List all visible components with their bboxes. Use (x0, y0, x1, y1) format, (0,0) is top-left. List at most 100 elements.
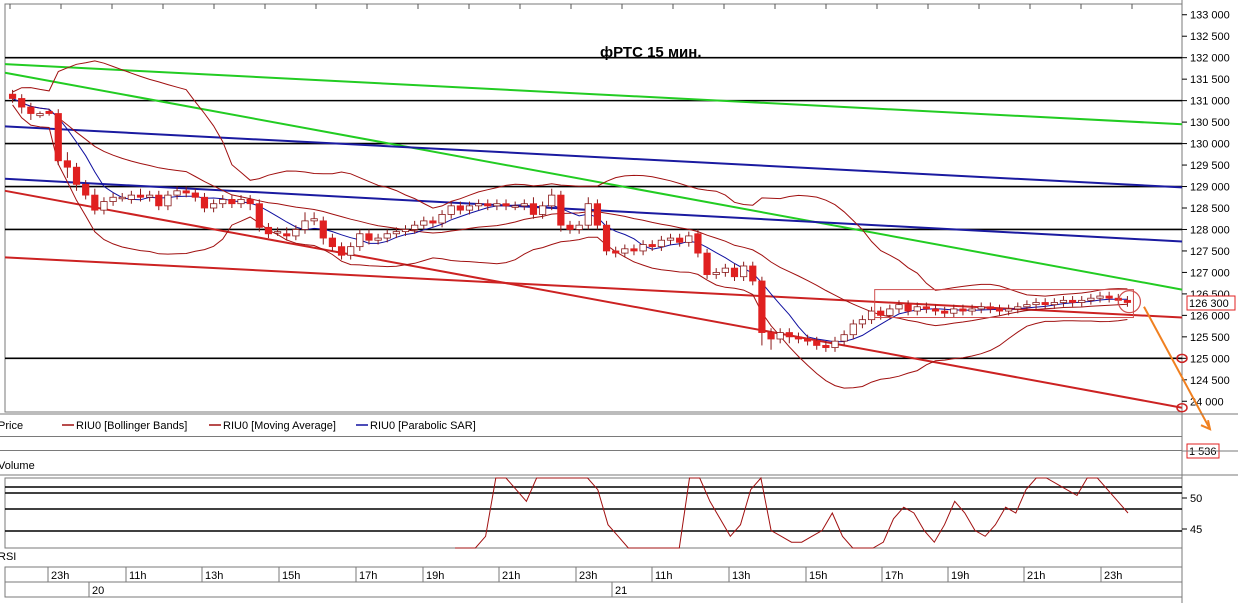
y-tick-label: 128 000 (1190, 224, 1230, 236)
consolidation-box (874, 289, 1134, 319)
legend-label: RIU0 [Moving Average] (223, 420, 336, 432)
candle-body (1069, 299, 1077, 303)
candle-body (63, 160, 71, 168)
candles (8, 89, 1132, 352)
candle-body (712, 272, 720, 275)
trendline (4, 256, 1183, 319)
candle-body (191, 192, 199, 198)
candle-body (54, 113, 62, 162)
y-tick-label: 129 500 (1190, 160, 1230, 172)
y-tick-label: 131 500 (1190, 74, 1230, 86)
y-tick-label: 125 000 (1190, 353, 1230, 365)
y-tick-label: 130 500 (1190, 117, 1230, 129)
candle-body (392, 231, 400, 235)
candle-body (529, 203, 538, 215)
date-label: 21 (615, 585, 627, 597)
trendline (4, 189, 1183, 409)
candle-body (429, 220, 437, 224)
candle-body (986, 306, 994, 310)
y-tick-label: 126 000 (1190, 310, 1230, 322)
y-tick-label: 128 500 (1190, 203, 1230, 215)
candle-body (356, 233, 364, 248)
candle-body (1078, 299, 1086, 303)
y-tick-label: 127 000 (1190, 267, 1230, 279)
candle-body (411, 224, 419, 230)
candle-body (931, 308, 940, 312)
candle-body (877, 310, 885, 316)
candle-body (100, 201, 108, 211)
candle-body (548, 194, 556, 207)
candle-body (8, 93, 17, 99)
candle-body (867, 310, 876, 321)
candle-body (438, 214, 446, 224)
candle-body (237, 199, 245, 205)
candle-body (858, 319, 867, 325)
forecast-arrowhead (1200, 419, 1212, 431)
volume-panel-label: Volume (0, 460, 35, 472)
rsi-panel (4, 477, 1183, 549)
last-price-box (1186, 295, 1236, 311)
candle-body (657, 239, 665, 248)
y-tick-label: 129 000 (1190, 182, 1230, 194)
candle-body (337, 246, 346, 256)
x-axis: 23h 11h 13h 15h 17h 19h 21h 23h 11h 13h 15h 17h 19h 2… (4, 4, 1183, 598)
candle-body (941, 310, 949, 314)
candle-body (538, 205, 547, 215)
candle-body (484, 203, 492, 207)
candle-body (703, 252, 711, 275)
candle-body (721, 267, 729, 273)
candle-body (666, 237, 675, 241)
candle-body (840, 334, 848, 342)
candle-body (639, 244, 647, 252)
rsi-line (455, 476, 1129, 549)
y-tick-label: 131 000 (1190, 96, 1230, 108)
candle-body (420, 220, 428, 226)
candle-body (886, 308, 894, 316)
candle-body (273, 231, 282, 234)
candle-body (749, 265, 757, 282)
candle-body (584, 203, 592, 226)
rsi-tick-label: 45 (1190, 524, 1202, 536)
candle-body (155, 194, 163, 207)
price-panel-label: Price (0, 420, 23, 432)
annotations (874, 289, 1212, 431)
legend-label: RIU0 [Parabolic SAR] (370, 420, 476, 432)
y-tick-label: 132 000 (1190, 53, 1230, 65)
candle-body (475, 203, 483, 207)
candle-body (776, 332, 784, 340)
volume-value-label: 1 536 (1189, 446, 1217, 458)
candle-body (813, 340, 821, 346)
candle-body (246, 199, 254, 205)
x-tick-label: 23h (1104, 570, 1122, 582)
candle-body (1023, 304, 1031, 308)
candle-body (849, 323, 857, 336)
candle-body (1005, 308, 1013, 312)
candle-body (831, 340, 839, 348)
candle-body (27, 106, 35, 114)
candle-body (82, 183, 90, 196)
candle-body (1041, 302, 1049, 306)
candle-body (328, 237, 337, 248)
y-tick-label: 127 500 (1190, 246, 1230, 258)
rsi-panel-label: RSI (0, 551, 16, 563)
candle-body (995, 308, 1004, 312)
candle-body (264, 226, 273, 235)
price-panel (4, 3, 1183, 413)
y-tick-label: 125 500 (1190, 332, 1230, 344)
rsi-indicator: 50 45 (5, 476, 1202, 549)
x-tick-label: 15h (809, 570, 827, 582)
candle-body (319, 220, 327, 239)
legend-label: RIU0 [Bollinger Bands] (76, 420, 187, 432)
legend: RIU0 [Bollinger Bands] RIU0 [Moving Avera… (62, 420, 476, 432)
candle-body (182, 190, 190, 194)
candle-body (136, 194, 145, 198)
candle-body (292, 229, 300, 237)
candle-body (822, 345, 830, 348)
candle-body (383, 233, 391, 239)
x-tick-label: 17h (359, 570, 377, 582)
y-tick-label: 133 000 (1190, 10, 1230, 22)
x-tick-label: 11h (655, 570, 673, 582)
candle-body (685, 235, 693, 243)
candle-body (1032, 302, 1040, 306)
moving-average-line (12, 98, 1128, 327)
